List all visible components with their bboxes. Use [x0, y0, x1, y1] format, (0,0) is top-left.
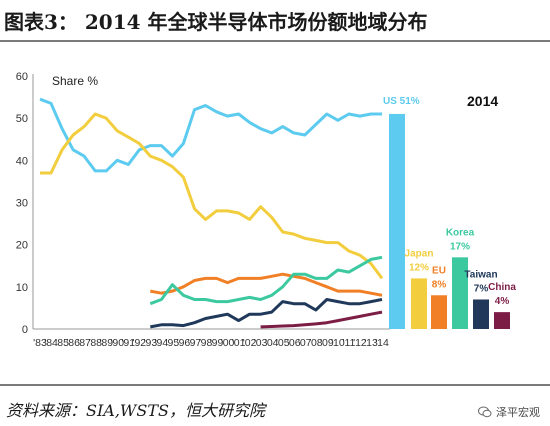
- y-tick-label: 60: [16, 71, 28, 83]
- x-tick-label: '96: [177, 337, 191, 349]
- bar-value-eu: 8%: [432, 279, 447, 290]
- x-tick-label: '10: [331, 337, 345, 349]
- x-tick-label: '11: [342, 337, 355, 349]
- series-line-korea: [149, 255, 383, 306]
- figure-title: 图表3： 2014 年全球半导体市场份额地域分布: [4, 10, 428, 34]
- x-tick-label: '94: [155, 337, 169, 349]
- x-tick-labels: '83'84'85'86'87'88'89'90'91'92'93'94'95'…: [33, 337, 389, 349]
- y-tick-label: 50: [16, 113, 28, 125]
- x-tick-label: '13: [364, 337, 378, 349]
- x-tick-label: '00: [221, 337, 235, 349]
- y-tick-label: 40: [16, 155, 28, 167]
- x-tick-label: '12: [353, 337, 367, 349]
- bar-value-china: 4%: [495, 296, 510, 307]
- y-tick-label: 0: [22, 324, 28, 336]
- series-line-eu: [150, 272, 383, 297]
- bar-label-eu: EU: [432, 265, 446, 276]
- title-rule: [0, 40, 550, 42]
- bar-label-us: US 51%: [383, 96, 420, 107]
- x-tick-label: '92: [132, 337, 146, 349]
- x-tick-label: '98: [199, 337, 213, 349]
- x-tick-label: '07: [298, 337, 312, 349]
- bar-value-taiwan: 7%: [474, 283, 489, 294]
- series-line-taiwan: [150, 298, 383, 329]
- bar-label-korea: Korea: [446, 227, 475, 238]
- x-tick-label: '85: [55, 337, 69, 349]
- x-tick-label: '91: [121, 337, 135, 349]
- x-tick-label: '83: [33, 337, 47, 349]
- source-rule: [0, 384, 550, 386]
- y-tick-label: 10: [16, 282, 28, 294]
- x-tick-label: '89: [99, 337, 113, 349]
- x-tick-label: '04: [265, 337, 279, 349]
- watermark: 泽平宏观: [478, 404, 540, 420]
- x-tick-label: '93: [143, 337, 157, 349]
- x-tick-label: '06: [287, 337, 301, 349]
- bar-label-japan: Japan: [405, 248, 434, 259]
- bar-label-taiwan: Taiwan: [464, 269, 497, 280]
- x-tick-label: '90: [110, 337, 124, 349]
- bar-japan: [411, 278, 427, 329]
- y-axis-label: Share %: [52, 74, 98, 88]
- bar-us: [389, 113, 405, 329]
- bar-year-label: 2014: [467, 93, 498, 109]
- bar-china: [494, 312, 510, 329]
- x-tick-label: '88: [88, 337, 102, 349]
- bar-korea: [452, 257, 468, 329]
- x-tick-label: '84: [44, 337, 58, 349]
- x-tick-label: '09: [320, 337, 334, 349]
- series-line-china: [260, 310, 383, 329]
- share-bars-2014: [389, 113, 510, 329]
- y-tick-labels: 0 10 20 30 40 50 60: [16, 71, 28, 336]
- x-tick-label: '05: [276, 337, 290, 349]
- bar-label-china: China: [488, 282, 516, 293]
- x-tick-label: '99: [210, 337, 224, 349]
- watermark-text: 泽平宏观: [496, 406, 540, 419]
- x-tick-label: '08: [309, 337, 323, 349]
- x-tick-label: '14: [375, 337, 389, 349]
- series-line-japan: [40, 112, 384, 280]
- bar-eu: [431, 295, 447, 329]
- wechat-icon: [478, 406, 492, 418]
- y-tick-label: 30: [16, 198, 28, 210]
- share-bar-labels: US 51% Japan 12% EU 8% Korea 17% Taiwan 7% China 4…: [383, 96, 516, 307]
- x-tick-label: '86: [66, 337, 80, 349]
- x-tick-label: '97: [188, 337, 202, 349]
- series-line-us: [39, 97, 382, 173]
- share-lines: [39, 97, 384, 329]
- x-tick-label: '01: [232, 337, 246, 349]
- bar-value-korea: 17%: [450, 241, 470, 252]
- y-tick-label: 20: [16, 240, 28, 252]
- x-tick-label: '87: [77, 337, 91, 349]
- x-tick-label: '95: [166, 337, 180, 349]
- source-note: 资料来源：SIA,WSTS，恒大研究院: [6, 401, 265, 420]
- x-tick-label: '03: [254, 337, 268, 349]
- x-tick-label: '02: [243, 337, 257, 349]
- bar-taiwan: [473, 299, 489, 329]
- bar-value-japan: 12%: [409, 262, 429, 273]
